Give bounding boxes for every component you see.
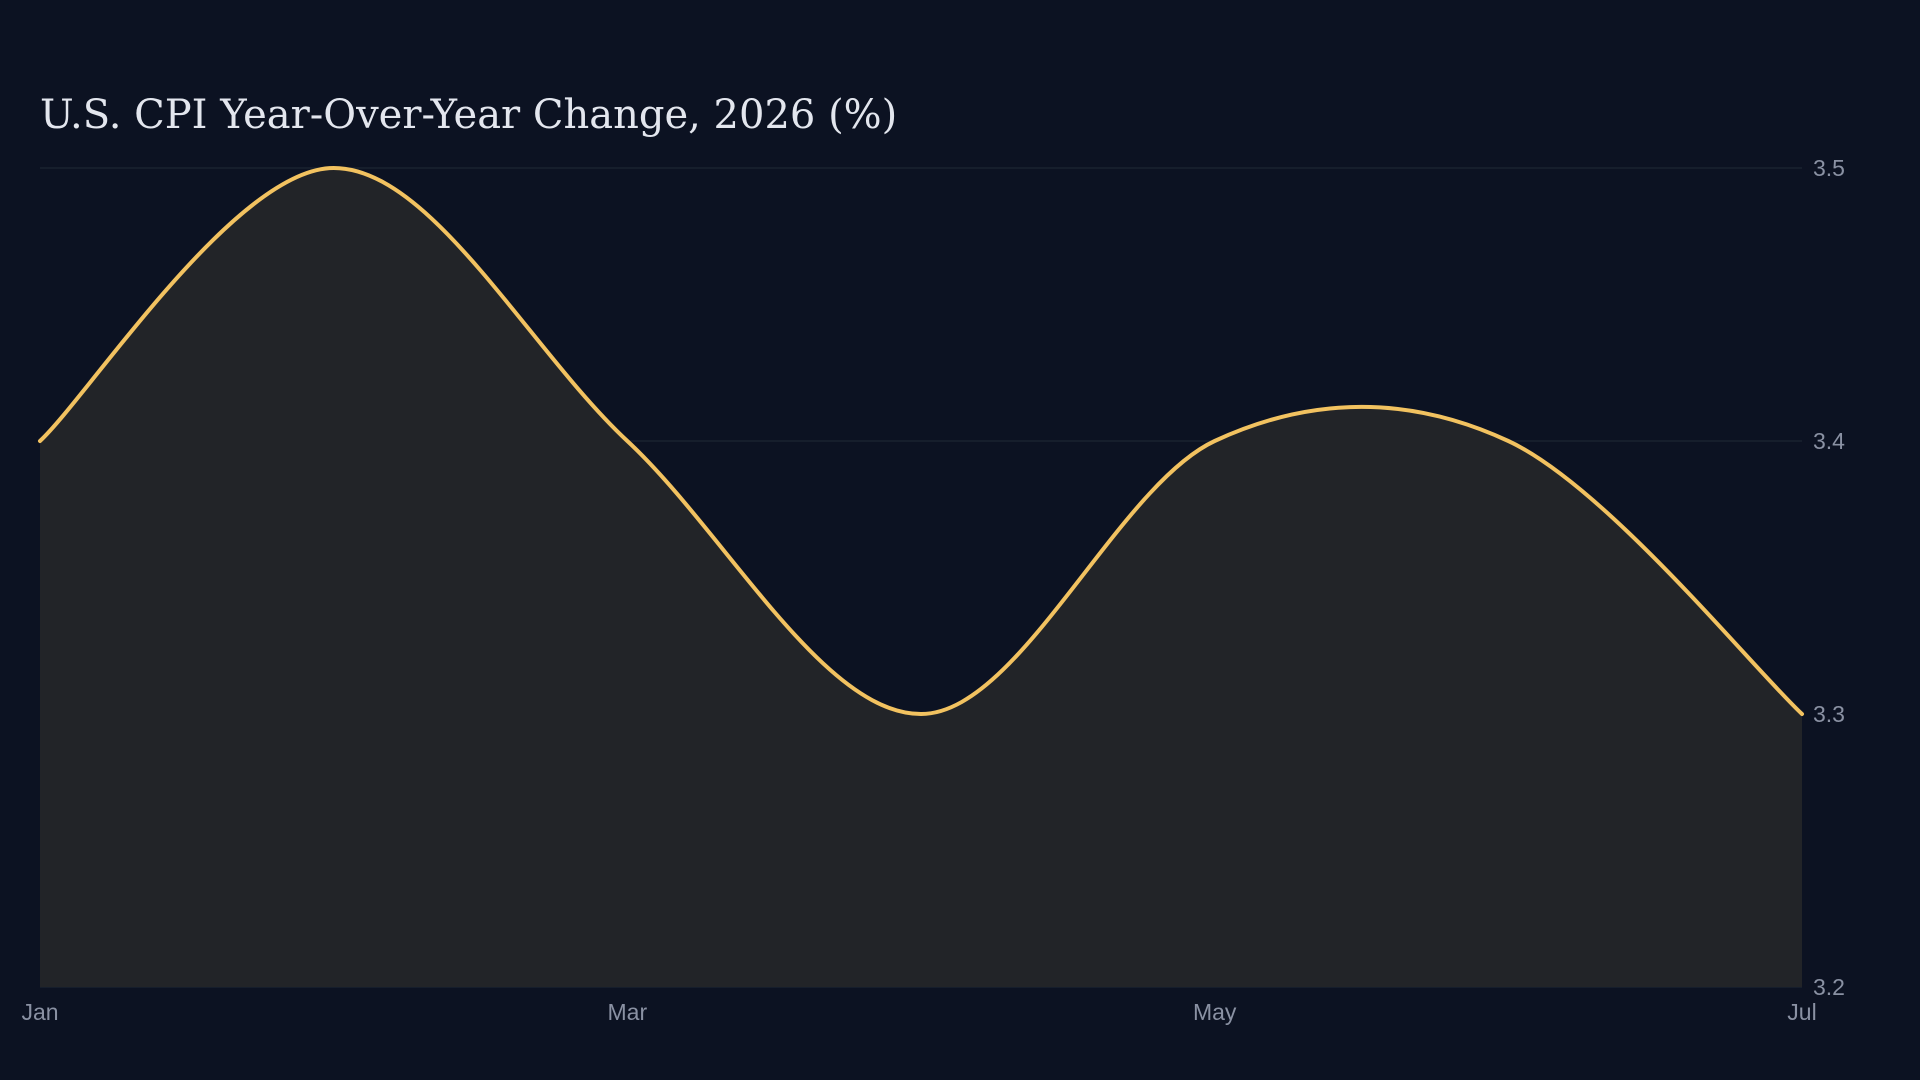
y-tick-label: 3.5: [1813, 155, 1845, 181]
series-line-layer: [38, 166, 1804, 716]
area-fill-layer: [40, 168, 1802, 987]
series-line: [38, 166, 1804, 716]
chart-title: U.S. CPI Year-Over-Year Change, 2026 (%): [40, 92, 898, 138]
y-tick-label: 3.3: [1813, 701, 1845, 727]
x-tick-label: May: [1193, 999, 1237, 1025]
x-tick-label: Jan: [21, 999, 58, 1025]
x-tick-label: Jul: [1787, 999, 1816, 1025]
x-tick-label: Mar: [608, 999, 648, 1025]
series-area: [40, 168, 1802, 987]
y-tick-label: 3.4: [1813, 428, 1845, 454]
y-tick-label: 3.2: [1813, 974, 1845, 1000]
x-axis-ticks: Jan Mar May Jul: [21, 999, 1816, 1025]
y-axis-ticks: 3.2 3.3 3.4 3.5: [1813, 155, 1845, 1000]
